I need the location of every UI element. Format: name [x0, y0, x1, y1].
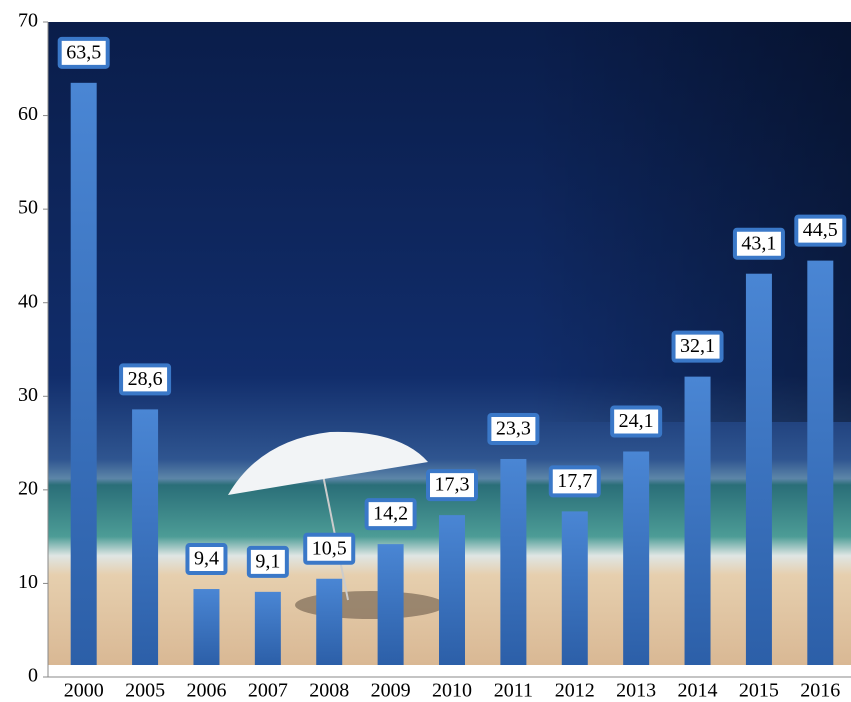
x-tick-label: 2012: [555, 680, 595, 702]
y-tick-label: 50: [18, 197, 38, 219]
y-tick-label: 10: [18, 571, 38, 593]
data-label-box: [185, 543, 228, 576]
data-label-box: [57, 36, 110, 69]
data-label-box: [794, 214, 847, 247]
x-tick-label: 2010: [432, 680, 472, 702]
bar: [70, 82, 97, 666]
x-tick-label: 2013: [616, 680, 656, 702]
x-tick-label: 2007: [248, 680, 288, 702]
x-tick-label: 2000: [64, 680, 104, 702]
x-tick-label: 2011: [494, 680, 533, 702]
bar: [561, 511, 588, 665]
data-label-box: [610, 405, 663, 438]
data-label: 43,1: [741, 232, 776, 254]
bar: [132, 409, 159, 665]
bar: [439, 515, 465, 665]
bar: [500, 458, 527, 665]
bar: [316, 578, 343, 665]
x-tick-label: 2015: [739, 680, 779, 702]
bar: [193, 589, 220, 665]
data-label-box: [732, 227, 785, 260]
y-tick-label: 0: [28, 665, 38, 687]
y-tick-label: 40: [18, 290, 38, 312]
data-label: 14,2: [373, 503, 408, 525]
bar: [623, 451, 650, 665]
data-label-box: [426, 469, 478, 502]
data-label: 10,5: [312, 537, 347, 559]
x-tick-label: 2005: [125, 680, 165, 702]
y-tick-label: 30: [18, 384, 38, 406]
data-label: 32,1: [680, 335, 715, 357]
data-label-box: [364, 498, 417, 531]
data-label: 17,7: [557, 470, 592, 492]
bar: [377, 544, 404, 665]
data-label-box: [246, 545, 289, 578]
data-label: 24,1: [619, 410, 654, 432]
data-label-box: [119, 363, 172, 396]
y-tick-label: 20: [18, 477, 38, 499]
data-label-box: [487, 412, 540, 445]
bar: [745, 273, 772, 665]
y-tick-label: 60: [18, 103, 38, 125]
data-label: 9,4: [194, 548, 219, 570]
x-tick-label: 2014: [678, 680, 718, 702]
bar: [684, 376, 711, 665]
data-label-box: [548, 465, 601, 498]
bar: [254, 591, 281, 665]
x-tick-label: 2006: [186, 680, 226, 702]
data-label: 17,3: [435, 474, 470, 496]
data-label: 63,5: [66, 41, 101, 63]
data-label: 23,3: [496, 418, 531, 440]
x-tick-label: 2008: [309, 680, 349, 702]
y-tick-label: 70: [18, 10, 38, 32]
data-label: 9,1: [255, 550, 280, 572]
x-tick-label: 2016: [800, 680, 840, 702]
x-tick-label: 2009: [371, 680, 411, 702]
data-label-box: [303, 532, 356, 565]
data-label: 44,5: [803, 219, 838, 241]
data-label-box: [671, 330, 724, 363]
data-label: 28,6: [128, 368, 163, 390]
bar: [807, 260, 834, 665]
